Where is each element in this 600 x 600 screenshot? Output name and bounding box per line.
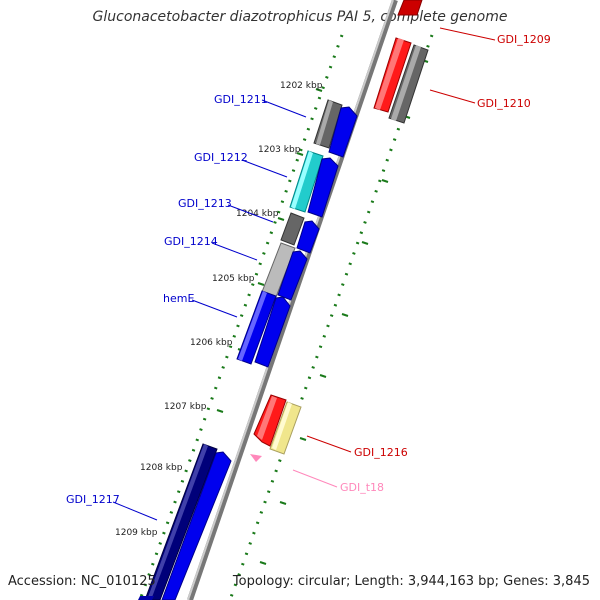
label-gdi-1213[interactable]: GDI_1213: [178, 197, 232, 210]
gene-heme-arrow[interactable]: [254, 296, 291, 368]
gene-gdi-t18[interactable]: [250, 454, 262, 462]
gene-gdi-1213[interactable]: [280, 212, 305, 246]
label-gdi-1214[interactable]: GDI_1214: [164, 235, 218, 248]
outer-strand-features: [250, 0, 429, 462]
gene-gdi-1211-arrow[interactable]: [328, 106, 358, 158]
inner-strand-features: [138, 99, 358, 600]
summary-text: Topology: circular; Length: 3,944,163 bp…: [232, 574, 590, 589]
gene-gdi-1217-arrow[interactable]: [161, 451, 232, 600]
tick-label-1203: 1203 kbp: [258, 145, 301, 155]
gene-gdi-1212-arrow[interactable]: [307, 157, 339, 218]
tick-label-1204: 1204 kbp: [236, 209, 279, 219]
gene-gdi-1214-arrow[interactable]: [277, 250, 308, 301]
label-gdi-1211[interactable]: GDI_1211: [214, 93, 268, 106]
tick-label-1207: 1207 kbp: [164, 402, 207, 412]
tick-label-1209: 1209 kbp: [115, 528, 158, 538]
label-gdi-1212[interactable]: GDI_1212: [194, 151, 248, 164]
tick-label-1206: 1206 kbp: [190, 338, 233, 348]
gene-gdi-1209[interactable]: [397, 0, 423, 16]
label-heme[interactable]: hemE: [163, 292, 194, 305]
tick-labels: 1202 kbp 1203 kbp 1204 kbp 1205 kbp 1206…: [115, 81, 323, 538]
leader-lines: [112, 27, 496, 521]
tick-label-1208: 1208 kbp: [140, 463, 183, 473]
guide-lines: [138, 34, 434, 600]
label-gdi-1210[interactable]: GDI_1210: [477, 97, 531, 110]
tick-label-1202: 1202 kbp: [280, 81, 323, 91]
label-gdi-t18[interactable]: GDI_t18: [340, 481, 384, 494]
label-gdi-1217[interactable]: GDI_1217: [66, 493, 120, 506]
label-gdi-1209[interactable]: GDI_1209: [497, 33, 551, 46]
gene-labels: GDI_1209 GDI_1210 GDI_1211 GDI_1212 GDI_…: [66, 33, 551, 506]
label-gdi-1216[interactable]: GDI_1216: [354, 446, 408, 459]
accession-text: Accession: NC_010125: [8, 574, 156, 589]
tick-label-1205: 1205 kbp: [212, 274, 255, 284]
gene-gdi-1213-arrow[interactable]: [296, 220, 320, 254]
